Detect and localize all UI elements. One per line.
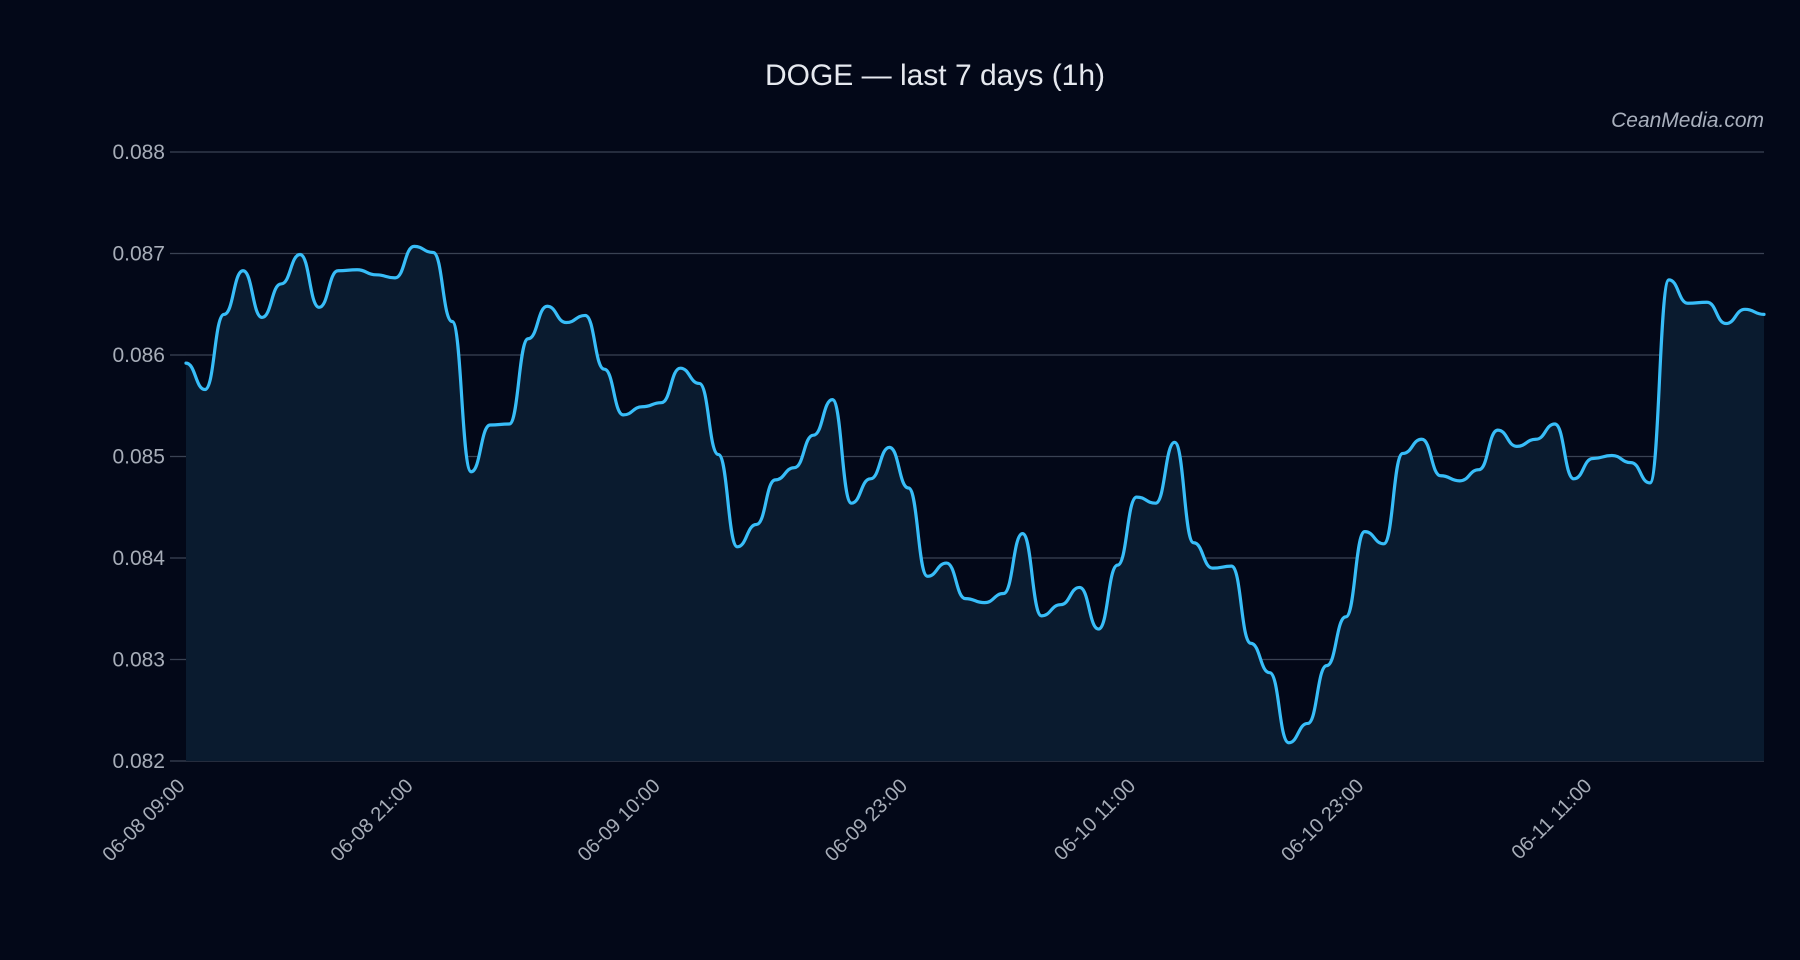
x-tick-label: 06-11 11:00 [1507, 775, 1596, 864]
y-tick-label: 0.087 [112, 243, 165, 266]
y-tick-label: 0.082 [112, 750, 165, 773]
x-tick-label: 06-09 10:00 [574, 775, 665, 866]
y-tick-label: 0.086 [112, 344, 165, 367]
watermark: CeanMedia.com [1611, 109, 1764, 132]
y-axis: 0.082 0.083 0.084 0.085 0.086 0.087 0.088 [112, 141, 186, 773]
y-tick-label: 0.084 [112, 547, 165, 570]
y-tick-label: 0.085 [112, 446, 165, 469]
chart-title: DOGE — last 7 days (1h) [765, 59, 1105, 92]
x-axis: 06-08 09:00 06-08 21:00 06-09 10:00 06-09 2… [98, 775, 1596, 866]
area-layer [186, 246, 1764, 761]
x-tick-label: 06-10 11:00 [1050, 775, 1140, 865]
x-tick-label: 06-08 09:00 [98, 775, 189, 866]
series-area [186, 246, 1764, 761]
line-layer [184, 244, 1766, 745]
y-tick-label: 0.088 [112, 141, 165, 164]
y-tick-label: 0.083 [112, 649, 165, 672]
series-line [184, 244, 1766, 745]
x-tick-label: 06-10 23:00 [1277, 775, 1368, 866]
x-tick-label: 06-08 21:00 [327, 775, 418, 866]
x-tick-label: 06-09 23:00 [821, 775, 912, 866]
